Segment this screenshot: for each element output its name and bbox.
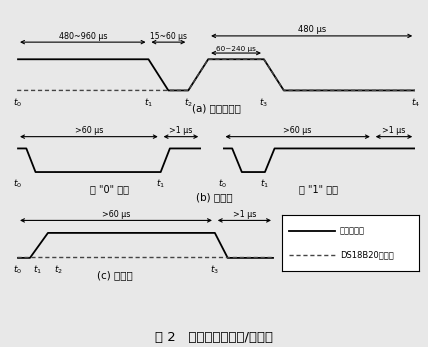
Text: $t_3$: $t_3$ [259, 96, 268, 109]
Text: >1 μs: >1 μs [233, 210, 256, 219]
Text: 图 2   初始化时序和读/写时充: 图 2 初始化时序和读/写时充 [155, 331, 273, 344]
Text: (b) 写时序: (b) 写时序 [196, 193, 232, 203]
Text: $t_1$: $t_1$ [144, 96, 153, 109]
Text: 主机起作用: 主机起作用 [340, 226, 365, 235]
Text: (c) 读时序: (c) 读时序 [97, 270, 133, 280]
Text: $t_2$: $t_2$ [54, 263, 62, 276]
Text: $t_0$: $t_0$ [12, 263, 22, 276]
Text: $t_1$: $t_1$ [33, 263, 42, 276]
Text: $t_0$: $t_0$ [12, 177, 22, 190]
Text: $t_2$: $t_2$ [184, 96, 193, 109]
Text: >1 μs: >1 μs [382, 126, 406, 135]
Text: DS18B20起作用: DS18B20起作用 [340, 251, 394, 260]
Text: 15~60 μs: 15~60 μs [150, 32, 187, 41]
Text: >1 μs: >1 μs [169, 126, 193, 135]
Text: >60 μs: >60 μs [102, 210, 130, 219]
Text: $t_1$: $t_1$ [156, 177, 165, 190]
Text: $t_1$: $t_1$ [260, 177, 270, 190]
Text: 480 μs: 480 μs [297, 25, 326, 34]
Text: $t_0$: $t_0$ [218, 177, 227, 190]
Text: 60~240 μs: 60~240 μs [216, 46, 256, 52]
Text: 写 "1" 时序: 写 "1" 时序 [299, 184, 339, 194]
Text: >60 μs: >60 μs [283, 126, 312, 135]
Text: >60 μs: >60 μs [75, 126, 103, 135]
Text: 写 "0" 时序: 写 "0" 时序 [89, 184, 129, 194]
Text: $t_3$: $t_3$ [210, 263, 220, 276]
Text: (a) 初始化时序: (a) 初始化时序 [192, 103, 241, 113]
Text: 480~960 μs: 480~960 μs [59, 32, 107, 41]
Text: $t_4$: $t_4$ [410, 96, 420, 109]
Text: $t_0$: $t_0$ [12, 96, 22, 109]
